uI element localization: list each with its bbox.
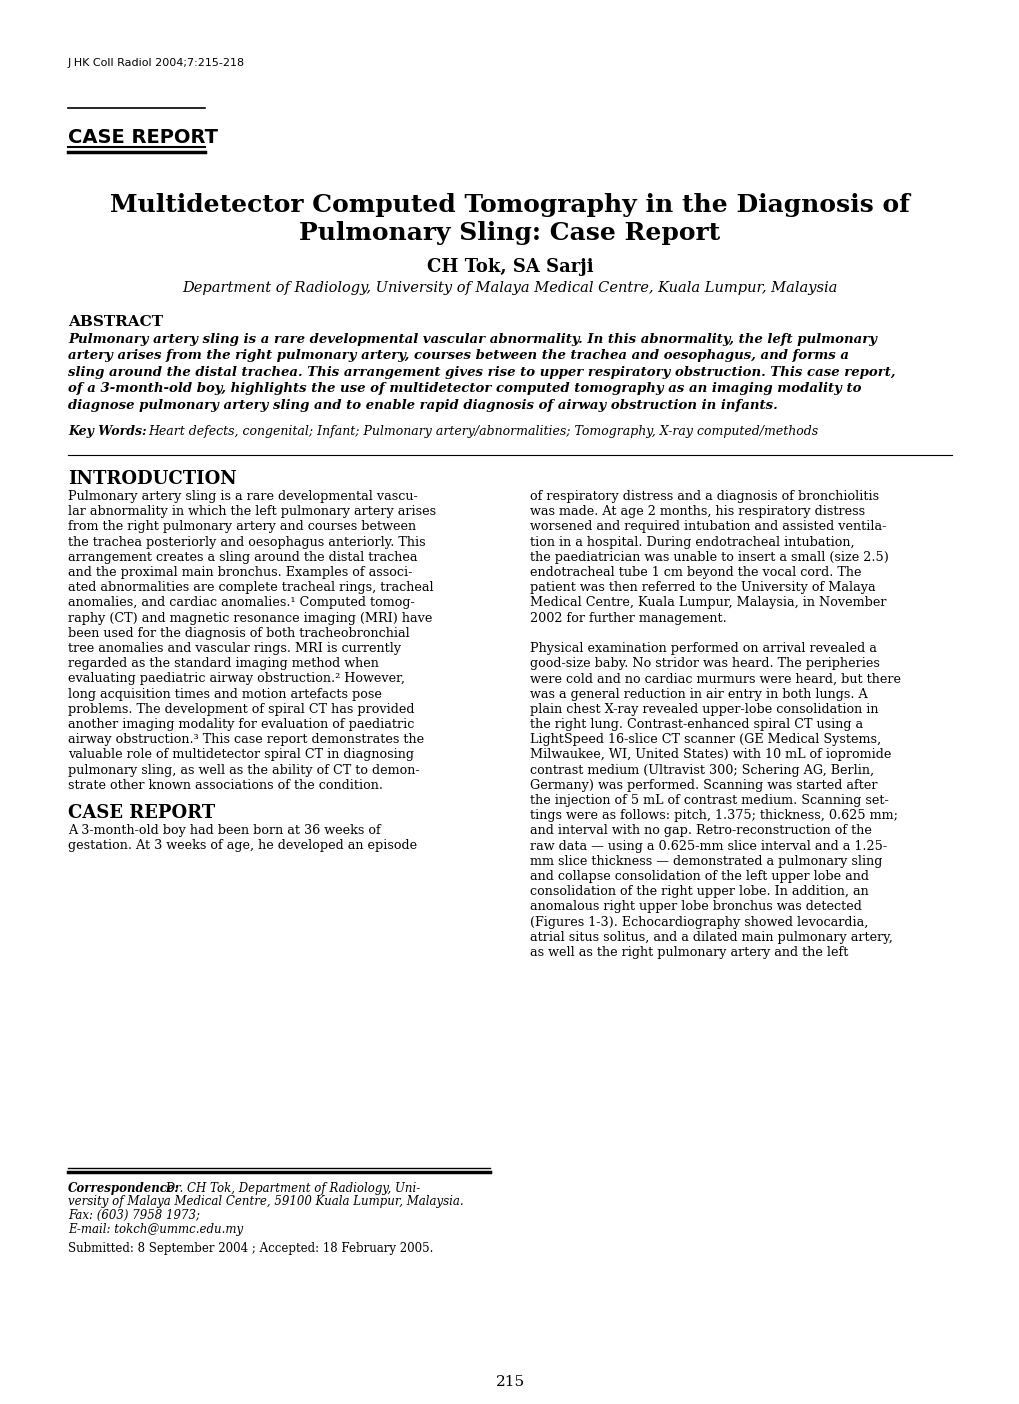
Text: Multidetector Computed Tomography in the Diagnosis of: Multidetector Computed Tomography in the… — [110, 192, 909, 218]
Text: of a 3-month-old boy, highlights the use of multidetector computed tomography as: of a 3-month-old boy, highlights the use… — [68, 382, 861, 396]
Text: were cold and no cardiac murmurs were heard, but there: were cold and no cardiac murmurs were he… — [530, 673, 900, 685]
Text: as well as the right pulmonary artery and the left: as well as the right pulmonary artery an… — [530, 946, 848, 959]
Text: CASE REPORT: CASE REPORT — [68, 804, 215, 821]
Text: Pulmonary artery sling is a rare developmental vascu-: Pulmonary artery sling is a rare develop… — [68, 490, 418, 503]
Text: mm slice thickness — demonstrated a pulmonary sling: mm slice thickness — demonstrated a pulm… — [530, 855, 881, 868]
Text: sling around the distal trachea. This arrangement gives rise to upper respirator: sling around the distal trachea. This ar… — [68, 366, 895, 379]
Text: Pulmonary Sling: Case Report: Pulmonary Sling: Case Report — [300, 220, 719, 246]
Text: endotracheal tube 1 cm beyond the vocal cord. The: endotracheal tube 1 cm beyond the vocal … — [530, 566, 861, 578]
Text: diagnose pulmonary artery sling and to enable rapid diagnosis of airway obstruct: diagnose pulmonary artery sling and to e… — [68, 399, 777, 411]
Text: Submitted: 8 September 2004 ; Accepted: 18 February 2005.: Submitted: 8 September 2004 ; Accepted: … — [68, 1243, 433, 1255]
Text: the paediatrician was unable to insert a small (size 2.5): the paediatrician was unable to insert a… — [530, 550, 888, 564]
Text: patient was then referred to the University of Malaya: patient was then referred to the Univers… — [530, 581, 874, 594]
Text: ABSTRACT: ABSTRACT — [68, 314, 163, 329]
Text: raphy (CT) and magnetic resonance imaging (MRI) have: raphy (CT) and magnetic resonance imagin… — [68, 612, 432, 625]
Text: E-mail: tokch@ummc.edu.my: E-mail: tokch@ummc.edu.my — [68, 1223, 243, 1236]
Text: Germany) was performed. Scanning was started after: Germany) was performed. Scanning was sta… — [530, 779, 876, 792]
Text: evaluating paediatric airway obstruction.² However,: evaluating paediatric airway obstruction… — [68, 673, 405, 685]
Text: ated abnormalities are complete tracheal rings, tracheal: ated abnormalities are complete tracheal… — [68, 581, 433, 594]
Text: Key Words:: Key Words: — [68, 425, 147, 438]
Text: A 3-month-old boy had been born at 36 weeks of: A 3-month-old boy had been born at 36 we… — [68, 824, 380, 837]
Text: Medical Centre, Kuala Lumpur, Malaysia, in November: Medical Centre, Kuala Lumpur, Malaysia, … — [530, 597, 886, 609]
Text: regarded as the standard imaging method when: regarded as the standard imaging method … — [68, 657, 378, 670]
Text: good-size baby. No stridor was heard. The peripheries: good-size baby. No stridor was heard. Th… — [530, 657, 879, 670]
Text: Dr. CH Tok, Department of Radiology, Uni-: Dr. CH Tok, Department of Radiology, Uni… — [162, 1182, 420, 1195]
Text: the trachea posteriorly and oesophagus anteriorly. This: the trachea posteriorly and oesophagus a… — [68, 535, 425, 549]
Text: strate other known associations of the condition.: strate other known associations of the c… — [68, 779, 382, 792]
Text: gestation. At 3 weeks of age, he developed an episode: gestation. At 3 weeks of age, he develop… — [68, 840, 417, 852]
Text: airway obstruction.³ This case report demonstrates the: airway obstruction.³ This case report de… — [68, 733, 424, 746]
Text: LightSpeed 16-slice CT scanner (GE Medical Systems,: LightSpeed 16-slice CT scanner (GE Medic… — [530, 733, 880, 746]
Text: versity of Malaya Medical Centre, 59100 Kuala Lumpur, Malaysia.: versity of Malaya Medical Centre, 59100 … — [68, 1195, 464, 1209]
Text: Heart defects, congenital; Infant; Pulmonary artery/abnormalities; Tomography, X: Heart defects, congenital; Infant; Pulmo… — [148, 425, 817, 438]
Text: atrial situs solitus, and a dilated main pulmonary artery,: atrial situs solitus, and a dilated main… — [530, 931, 892, 943]
Text: problems. The development of spiral CT has provided: problems. The development of spiral CT h… — [68, 703, 414, 716]
Text: another imaging modality for evaluation of paediatric: another imaging modality for evaluation … — [68, 717, 414, 731]
Text: been used for the diagnosis of both tracheobronchial: been used for the diagnosis of both trac… — [68, 626, 410, 640]
Text: worsened and required intubation and assisted ventila-: worsened and required intubation and ass… — [530, 521, 886, 534]
Text: from the right pulmonary artery and courses between: from the right pulmonary artery and cour… — [68, 521, 416, 534]
Text: long acquisition times and motion artefacts pose: long acquisition times and motion artefa… — [68, 688, 381, 701]
Text: Pulmonary artery sling is a rare developmental vascular abnormality. In this abn: Pulmonary artery sling is a rare develop… — [68, 333, 876, 345]
Text: 2002 for further management.: 2002 for further management. — [530, 612, 727, 625]
Text: of respiratory distress and a diagnosis of bronchiolitis: of respiratory distress and a diagnosis … — [530, 490, 878, 503]
Text: pulmonary sling, as well as the ability of CT to demon-: pulmonary sling, as well as the ability … — [68, 764, 419, 776]
Text: and interval with no gap. Retro-reconstruction of the: and interval with no gap. Retro-reconstr… — [530, 824, 871, 837]
Text: anomalies, and cardiac anomalies.¹ Computed tomog-: anomalies, and cardiac anomalies.¹ Compu… — [68, 597, 415, 609]
Text: and collapse consolidation of the left upper lobe and: and collapse consolidation of the left u… — [530, 870, 868, 883]
Text: tings were as follows: pitch, 1.375; thickness, 0.625 mm;: tings were as follows: pitch, 1.375; thi… — [530, 809, 897, 823]
Text: Physical examination performed on arrival revealed a: Physical examination performed on arriva… — [530, 642, 876, 656]
Text: Milwaukee, WI, United States) with 10 mL of iopromide: Milwaukee, WI, United States) with 10 mL… — [530, 748, 891, 761]
Text: valuable role of multidetector spiral CT in diagnosing: valuable role of multidetector spiral CT… — [68, 748, 414, 761]
Text: tion in a hospital. During endotracheal intubation,: tion in a hospital. During endotracheal … — [530, 535, 854, 549]
Text: anomalous right upper lobe bronchus was detected: anomalous right upper lobe bronchus was … — [530, 900, 861, 914]
Text: raw data — using a 0.625-mm slice interval and a 1.25-: raw data — using a 0.625-mm slice interv… — [530, 840, 887, 852]
Text: was a general reduction in air entry in both lungs. A: was a general reduction in air entry in … — [530, 688, 867, 701]
Text: Fax: (603) 7958 1973;: Fax: (603) 7958 1973; — [68, 1209, 200, 1221]
Text: and the proximal main bronchus. Examples of associ-: and the proximal main bronchus. Examples… — [68, 566, 412, 578]
Text: tree anomalies and vascular rings. MRI is currently: tree anomalies and vascular rings. MRI i… — [68, 642, 400, 656]
Text: plain chest X-ray revealed upper-lobe consolidation in: plain chest X-ray revealed upper-lobe co… — [530, 703, 877, 716]
Text: the injection of 5 mL of contrast medium. Scanning set-: the injection of 5 mL of contrast medium… — [530, 795, 888, 807]
Text: artery arises from the right pulmonary artery, courses between the trachea and o: artery arises from the right pulmonary a… — [68, 350, 848, 362]
Text: INTRODUCTION: INTRODUCTION — [68, 470, 236, 489]
Text: J HK Coll Radiol 2004;7:215-218: J HK Coll Radiol 2004;7:215-218 — [68, 58, 245, 67]
Text: lar abnormality in which the left pulmonary artery arises: lar abnormality in which the left pulmon… — [68, 505, 436, 518]
Text: Department of Radiology, University of Malaya Medical Centre, Kuala Lumpur, Mala: Department of Radiology, University of M… — [182, 281, 837, 295]
Text: contrast medium (Ultravist 300; Schering AG, Berlin,: contrast medium (Ultravist 300; Schering… — [530, 764, 873, 776]
Text: was made. At age 2 months, his respiratory distress: was made. At age 2 months, his respirato… — [530, 505, 864, 518]
Text: 215: 215 — [495, 1375, 524, 1389]
Text: consolidation of the right upper lobe. In addition, an: consolidation of the right upper lobe. I… — [530, 885, 868, 899]
Text: CH Tok, SA Sarji: CH Tok, SA Sarji — [426, 258, 593, 277]
Text: (Figures 1-3). Echocardiography showed levocardia,: (Figures 1-3). Echocardiography showed l… — [530, 915, 867, 928]
Text: the right lung. Contrast-enhanced spiral CT using a: the right lung. Contrast-enhanced spiral… — [530, 717, 862, 731]
Text: arrangement creates a sling around the distal trachea: arrangement creates a sling around the d… — [68, 550, 417, 564]
Text: CASE REPORT: CASE REPORT — [68, 128, 218, 147]
Text: Correspondence:: Correspondence: — [68, 1182, 179, 1195]
